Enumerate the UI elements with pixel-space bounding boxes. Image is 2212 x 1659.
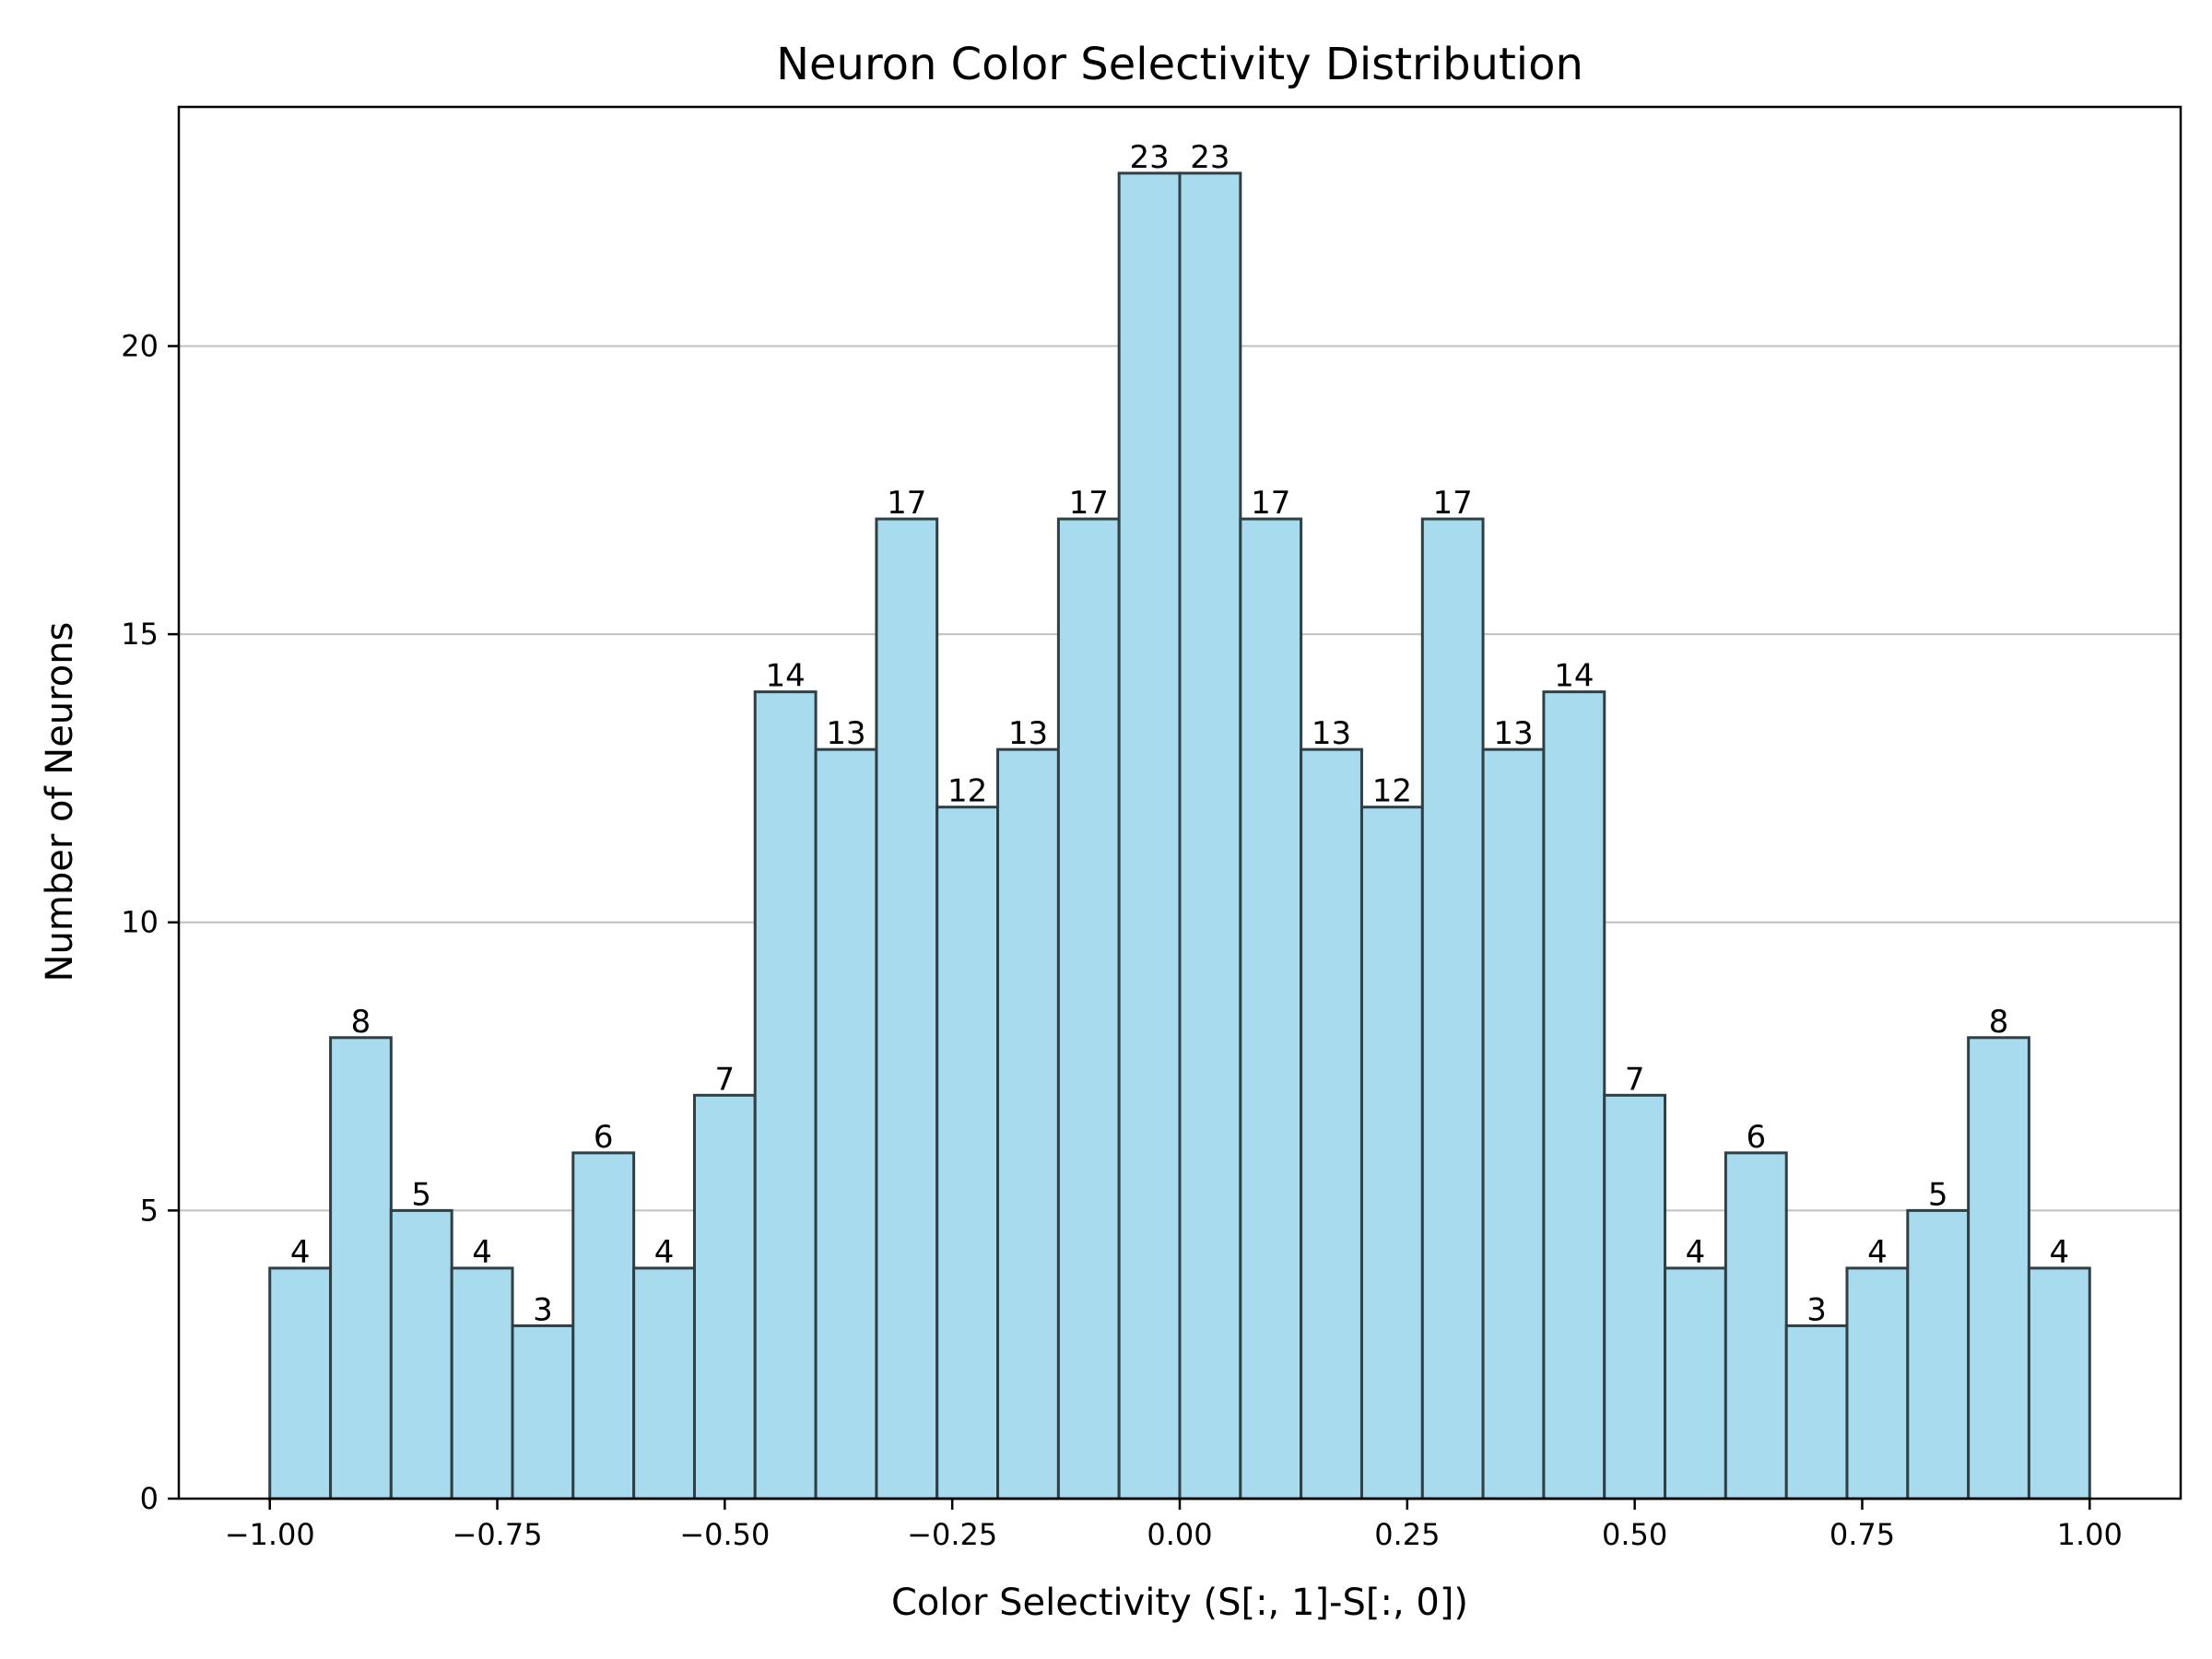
histogram-bar xyxy=(1359,806,1424,1500)
x-tick-label: −0.25 xyxy=(907,1517,997,1552)
bar-count-label: 17 xyxy=(1251,485,1290,522)
bar-count-label: 17 xyxy=(1433,485,1473,522)
histogram-bar xyxy=(1239,517,1303,1500)
histogram-bar xyxy=(511,1324,575,1500)
bar-count-label: 13 xyxy=(1493,715,1533,752)
histogram-bar xyxy=(1300,747,1363,1500)
histogram-bar xyxy=(1906,1208,1971,1500)
bar-count-label: 14 xyxy=(1554,658,1594,695)
histogram-bar xyxy=(1481,747,1546,1500)
histogram-bar xyxy=(935,806,1000,1500)
x-tick-label: 0.75 xyxy=(1830,1517,1895,1552)
histogram-bar xyxy=(450,1266,514,1500)
histogram-bar xyxy=(1724,1151,1788,1500)
histogram-bar xyxy=(875,517,939,1500)
bar-count-label: 4 xyxy=(1686,1234,1706,1271)
histogram-bar xyxy=(1117,171,1182,1500)
bar-count-label: 3 xyxy=(1806,1291,1827,1328)
bar-count-label: 17 xyxy=(1069,485,1109,522)
histogram-bar xyxy=(268,1266,333,1500)
histogram-bar xyxy=(1542,690,1606,1500)
bar-count-label: 12 xyxy=(1372,773,1412,810)
histogram-bar xyxy=(571,1151,636,1500)
bar-count-label: 17 xyxy=(887,485,926,522)
bar-count-label: 23 xyxy=(1190,139,1230,176)
x-tick-label: 0.00 xyxy=(1147,1517,1212,1552)
histogram-bar xyxy=(692,1093,757,1500)
histogram-bar xyxy=(753,690,818,1500)
histogram-bars xyxy=(268,171,2091,1500)
bar-count-label: 23 xyxy=(1129,139,1169,176)
histogram-bar xyxy=(1845,1266,1910,1500)
y-tick-label: 15 xyxy=(121,617,159,652)
y-tick-label: 20 xyxy=(121,328,159,363)
y-axis-ticks: 0 5 10 15 20 xyxy=(121,328,179,1516)
y-tick-label: 10 xyxy=(121,905,159,940)
bar-count-label: 5 xyxy=(411,1176,431,1213)
histogram-bar xyxy=(814,747,878,1500)
x-tick-label: −0.75 xyxy=(453,1517,543,1552)
histogram-bar xyxy=(632,1266,696,1500)
y-axis-label: Number of Neurons xyxy=(39,622,81,982)
histogram-bar xyxy=(1784,1324,1849,1500)
histogram-bar xyxy=(2027,1266,2091,1500)
bar-count-label: 6 xyxy=(1746,1119,1766,1156)
bar-count-label: 13 xyxy=(1008,715,1048,752)
bar-count-label: 13 xyxy=(826,715,865,752)
x-tick-label: −1.00 xyxy=(225,1517,315,1552)
bar-count-label: 5 xyxy=(1928,1176,1948,1213)
bar-count-label: 8 xyxy=(351,1004,371,1041)
histogram-bar xyxy=(389,1208,453,1500)
bar-count-label: 4 xyxy=(1867,1234,1888,1271)
bar-count-label: 4 xyxy=(290,1234,311,1271)
histogram-bar xyxy=(1967,1036,2030,1500)
bar-count-label: 12 xyxy=(947,773,987,810)
histogram-bar xyxy=(1178,171,1242,1500)
chart-title: Neuron Color Selectivity Distribution xyxy=(776,39,1583,90)
histogram-bar xyxy=(996,747,1060,1500)
bar-count-label: 8 xyxy=(1989,1004,2009,1041)
bar-count-label: 6 xyxy=(594,1119,614,1156)
bar-count-labels: 4 8 5 4 3 6 4 7 14 13 17 12 13 17 23 23 17 13 12 17 13 14 7 4 6 3… xyxy=(290,139,2069,1329)
histogram-bar xyxy=(1056,517,1121,1500)
y-tick-label: 0 xyxy=(140,1481,159,1516)
bar-count-label: 7 xyxy=(715,1061,735,1098)
y-tick-label: 5 xyxy=(140,1193,159,1228)
bar-count-label: 13 xyxy=(1312,715,1351,752)
x-tick-label: −0.50 xyxy=(679,1517,770,1552)
bar-count-label: 4 xyxy=(2050,1234,2070,1271)
bar-count-label: 4 xyxy=(472,1234,492,1271)
histogram-bar xyxy=(1664,1266,1727,1500)
histogram-bar xyxy=(1603,1093,1667,1500)
x-axis-ticks: −1.00 −0.75 −0.50 −0.25 0.00 0.25 0.50 0.75 1.00 xyxy=(225,1499,2123,1552)
histogram-bar xyxy=(329,1036,393,1500)
bar-count-label: 4 xyxy=(654,1234,675,1271)
x-tick-label: 1.00 xyxy=(2057,1517,2123,1552)
x-tick-label: 0.50 xyxy=(1602,1517,1667,1552)
bar-count-label: 14 xyxy=(766,658,806,695)
histogram-bar xyxy=(1420,517,1485,1500)
bar-count-label: 7 xyxy=(1625,1061,1645,1098)
x-axis-label: Color Selectivity (S[:, 1]-S[:, 0]) xyxy=(891,1582,1468,1624)
bar-count-label: 3 xyxy=(533,1291,553,1328)
x-tick-label: 0.25 xyxy=(1374,1517,1440,1552)
